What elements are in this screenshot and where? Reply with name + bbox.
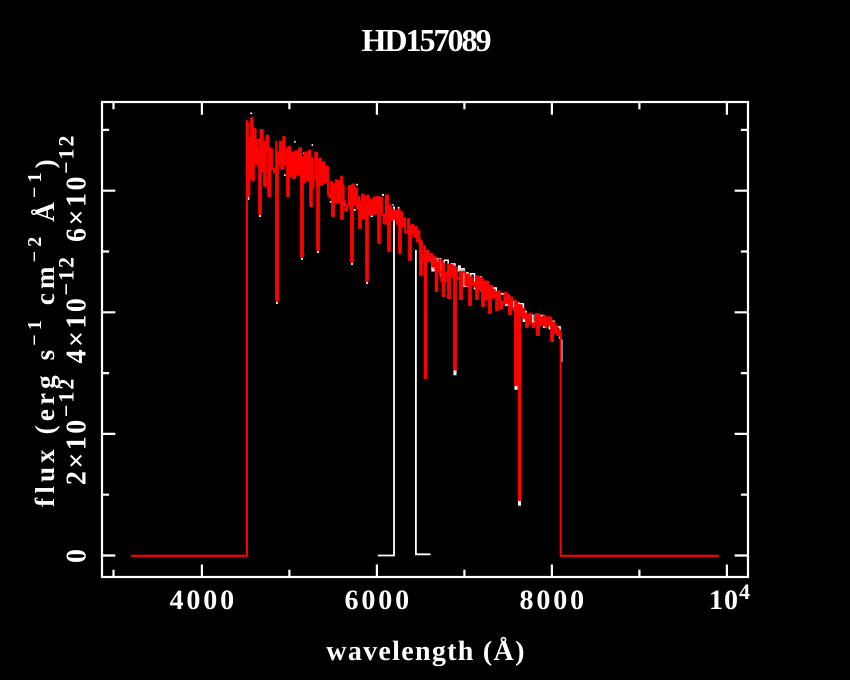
svg-text:wavelength (Å): wavelength (Å)	[326, 636, 525, 667]
svg-text:4000: 4000	[169, 585, 237, 616]
svg-text:0: 0	[62, 549, 93, 563]
svg-text:6000: 6000	[344, 585, 412, 616]
svg-text:8000: 8000	[519, 585, 587, 616]
svg-text:104: 104	[709, 579, 751, 616]
svg-text:HD157089: HD157089	[361, 22, 490, 58]
